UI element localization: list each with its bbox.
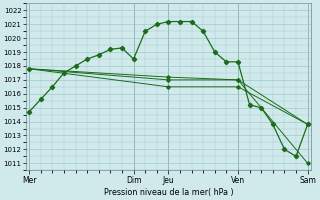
X-axis label: Pression niveau de la mer( hPa ): Pression niveau de la mer( hPa ) (104, 188, 233, 197)
